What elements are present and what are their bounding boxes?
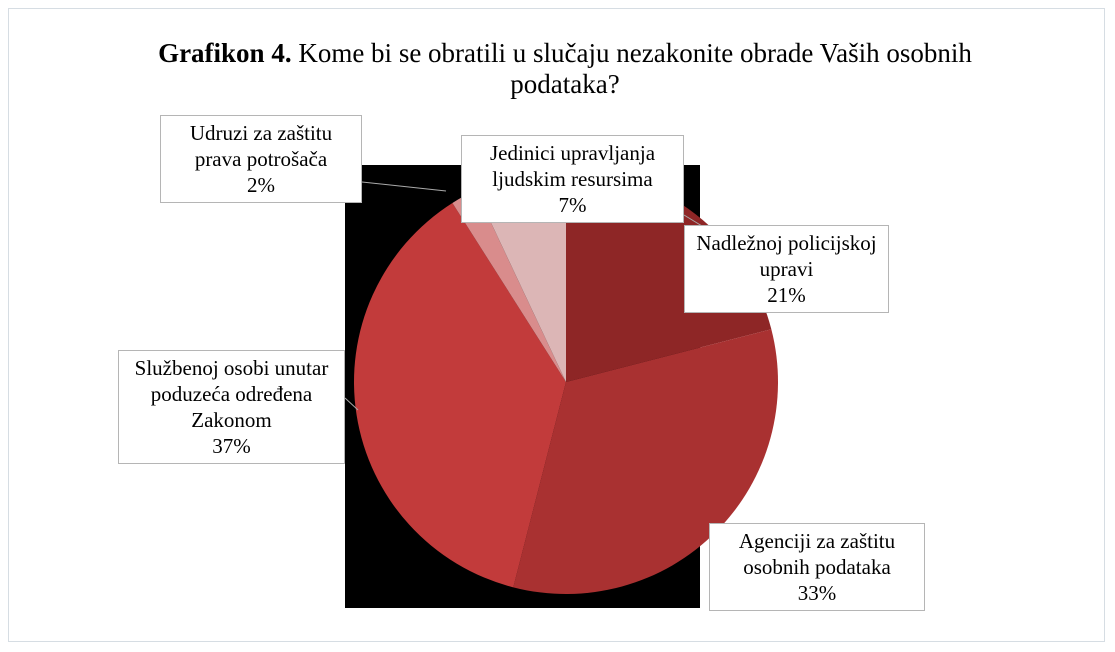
leader-line [361, 181, 447, 192]
category-label: Nadležnoj policijskoj upravi [696, 231, 877, 281]
pie-slice [566, 170, 772, 382]
leader-line [344, 397, 359, 411]
data-label: Službenoj osobi unutar poduzeća određena… [118, 350, 345, 464]
value-label: 7% [558, 193, 587, 217]
value-label: 37% [212, 434, 251, 458]
category-label: Udruzi za zaštitu prava potrošača [189, 121, 333, 171]
pie-slice [452, 190, 566, 382]
title-text: Kome bi se obratili u slučaju nezakonite… [298, 38, 972, 99]
pie-slice [354, 203, 566, 588]
value-label: 2% [247, 173, 275, 197]
title-label: Grafikon 4. [158, 38, 292, 68]
category-label: Jedinici upravljanja ljudskim resursima [489, 141, 656, 191]
category-label: Službenoj osobi unutar poduzeća određena… [134, 356, 329, 432]
data-label: Nadležnoj policijskoj upravi 21% [684, 225, 889, 313]
chart-title: Grafikon 4. Kome bi se obratili u slučaj… [150, 38, 980, 100]
pie-slice [475, 170, 566, 382]
frame [8, 8, 1105, 642]
category-label: Agenciji za zaštitu osobnih podataka [738, 529, 896, 579]
leader-line [683, 214, 703, 227]
value-label: 33% [797, 581, 837, 605]
data-label: Udruzi za zaštitu prava potrošača 2% [160, 115, 362, 203]
data-label: Jedinici upravljanja ljudskim resursima 7… [461, 135, 684, 223]
value-label: 21% [767, 283, 806, 307]
data-label: Agenciji za zaštitu osobnih podataka 33% [709, 523, 925, 611]
